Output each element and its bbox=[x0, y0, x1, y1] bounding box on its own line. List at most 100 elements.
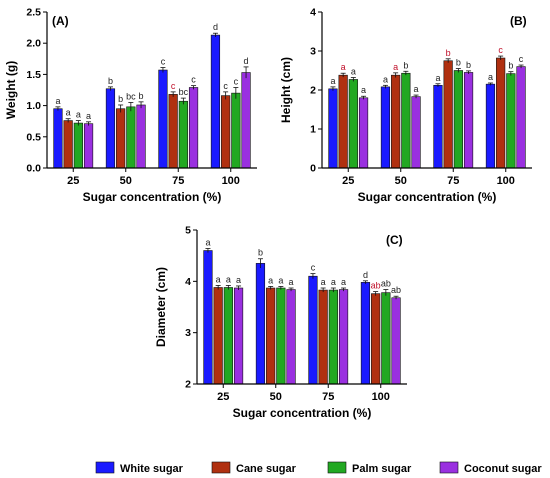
bar bbox=[63, 120, 73, 169]
bar bbox=[328, 88, 338, 169]
bar bbox=[381, 292, 391, 385]
bar bbox=[116, 108, 126, 169]
significance-letter: a bbox=[205, 237, 210, 247]
significance-letter: a bbox=[361, 85, 366, 95]
bar bbox=[401, 72, 411, 169]
panel-label: (B) bbox=[510, 14, 527, 28]
bar bbox=[348, 79, 358, 169]
bar bbox=[168, 94, 178, 169]
legend-swatch bbox=[211, 461, 231, 474]
bar bbox=[496, 57, 506, 169]
significance-letter: a bbox=[393, 62, 398, 72]
significance-letter: a bbox=[330, 76, 335, 86]
legend-swatch bbox=[327, 461, 347, 474]
bar bbox=[338, 289, 349, 385]
significance-letter: a bbox=[76, 110, 81, 120]
y-tick-label: 4 bbox=[185, 276, 191, 288]
significance-letter: c bbox=[311, 263, 316, 273]
bar bbox=[221, 95, 231, 169]
x-tick-label: 25 bbox=[67, 175, 79, 187]
significance-letter: a bbox=[341, 62, 346, 72]
y-tick-label: 0.5 bbox=[26, 131, 41, 143]
x-tick-label: 100 bbox=[497, 175, 515, 187]
x-tick-label: 75 bbox=[322, 391, 334, 403]
x-axis-title: Sugar concentration (%) bbox=[358, 190, 497, 204]
legend-item: Cane sugar bbox=[211, 461, 297, 475]
significance-letter: b bbox=[108, 76, 113, 86]
significance-letter: a bbox=[278, 275, 283, 285]
bar bbox=[53, 108, 63, 169]
significance-letter: a bbox=[331, 277, 336, 287]
bar bbox=[338, 74, 348, 169]
legend-swatch bbox=[439, 461, 459, 474]
significance-letter: ab bbox=[391, 285, 401, 295]
y-tick-label: 1.5 bbox=[26, 69, 41, 81]
significance-letter: a bbox=[341, 277, 346, 287]
bar bbox=[286, 289, 296, 385]
significance-letter: a bbox=[216, 274, 221, 284]
y-tick-label: 2.0 bbox=[26, 38, 41, 50]
y-tick-label: 2 bbox=[185, 379, 191, 391]
bar bbox=[276, 287, 286, 385]
x-tick-label: 100 bbox=[372, 391, 390, 403]
legend-label: Cane sugar bbox=[236, 463, 297, 475]
bar bbox=[266, 287, 276, 385]
bar bbox=[241, 72, 251, 169]
bar bbox=[485, 83, 496, 169]
bar bbox=[255, 263, 266, 385]
bar bbox=[391, 74, 401, 169]
significance-letter: c bbox=[171, 81, 176, 91]
significance-letter: a bbox=[86, 111, 91, 121]
bar bbox=[223, 287, 233, 385]
bar bbox=[203, 250, 213, 385]
x-tick-label: 25 bbox=[342, 175, 354, 187]
legend-label: Palm sugar bbox=[352, 463, 412, 475]
bar bbox=[318, 289, 328, 385]
y-tick-label: 0 bbox=[310, 163, 316, 175]
significance-letter: a bbox=[435, 73, 440, 83]
x-tick-label: 50 bbox=[120, 175, 132, 187]
significance-letter: ab bbox=[381, 279, 391, 289]
significance-letter: b bbox=[466, 60, 471, 70]
significance-letter: a bbox=[66, 108, 71, 118]
bar bbox=[358, 97, 369, 169]
significance-letter: b bbox=[456, 58, 461, 68]
bar bbox=[506, 73, 516, 169]
significance-letter: ab bbox=[371, 281, 381, 291]
panel-label: (A) bbox=[52, 14, 69, 28]
legend-item: Coconut sugar bbox=[439, 461, 542, 475]
significance-letter: b bbox=[258, 248, 263, 258]
panel-label: (C) bbox=[386, 233, 403, 247]
y-axis-title: Diameter (cm) bbox=[154, 267, 168, 347]
y-tick-label: 3 bbox=[185, 327, 191, 339]
significance-letter: c bbox=[519, 54, 524, 64]
bar bbox=[380, 86, 391, 169]
x-tick-label: 25 bbox=[217, 391, 229, 403]
significance-letter: c bbox=[223, 81, 228, 91]
bar bbox=[210, 34, 221, 169]
y-tick-label: 2.5 bbox=[26, 7, 41, 19]
bar bbox=[433, 85, 443, 169]
x-tick-label: 50 bbox=[395, 175, 407, 187]
bar bbox=[443, 60, 453, 169]
significance-letter: c bbox=[191, 75, 196, 85]
bar bbox=[73, 122, 83, 169]
significance-letter: b bbox=[508, 61, 513, 71]
significance-letter: a bbox=[351, 67, 356, 77]
bar bbox=[188, 87, 199, 169]
bar bbox=[178, 100, 188, 169]
significance-letter: bc bbox=[126, 91, 136, 101]
significance-letter: a bbox=[414, 84, 419, 94]
y-tick-label: 1.0 bbox=[26, 100, 41, 112]
y-axis-title: Weight (g) bbox=[4, 61, 18, 119]
bar bbox=[463, 72, 474, 169]
significance-letter: a bbox=[236, 275, 241, 285]
significance-letter: d bbox=[244, 56, 249, 66]
bar bbox=[516, 66, 526, 169]
bar bbox=[453, 70, 463, 169]
